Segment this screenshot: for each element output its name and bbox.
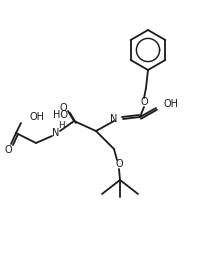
Text: OH: OH <box>164 99 179 109</box>
Text: OH: OH <box>30 112 45 122</box>
Text: H: H <box>58 121 64 131</box>
Text: N: N <box>110 114 117 124</box>
Text: HO: HO <box>53 110 68 120</box>
Text: O: O <box>115 159 123 169</box>
Text: O: O <box>59 103 67 113</box>
Text: O: O <box>140 97 148 107</box>
Text: N: N <box>52 128 60 138</box>
Text: O: O <box>4 145 12 155</box>
